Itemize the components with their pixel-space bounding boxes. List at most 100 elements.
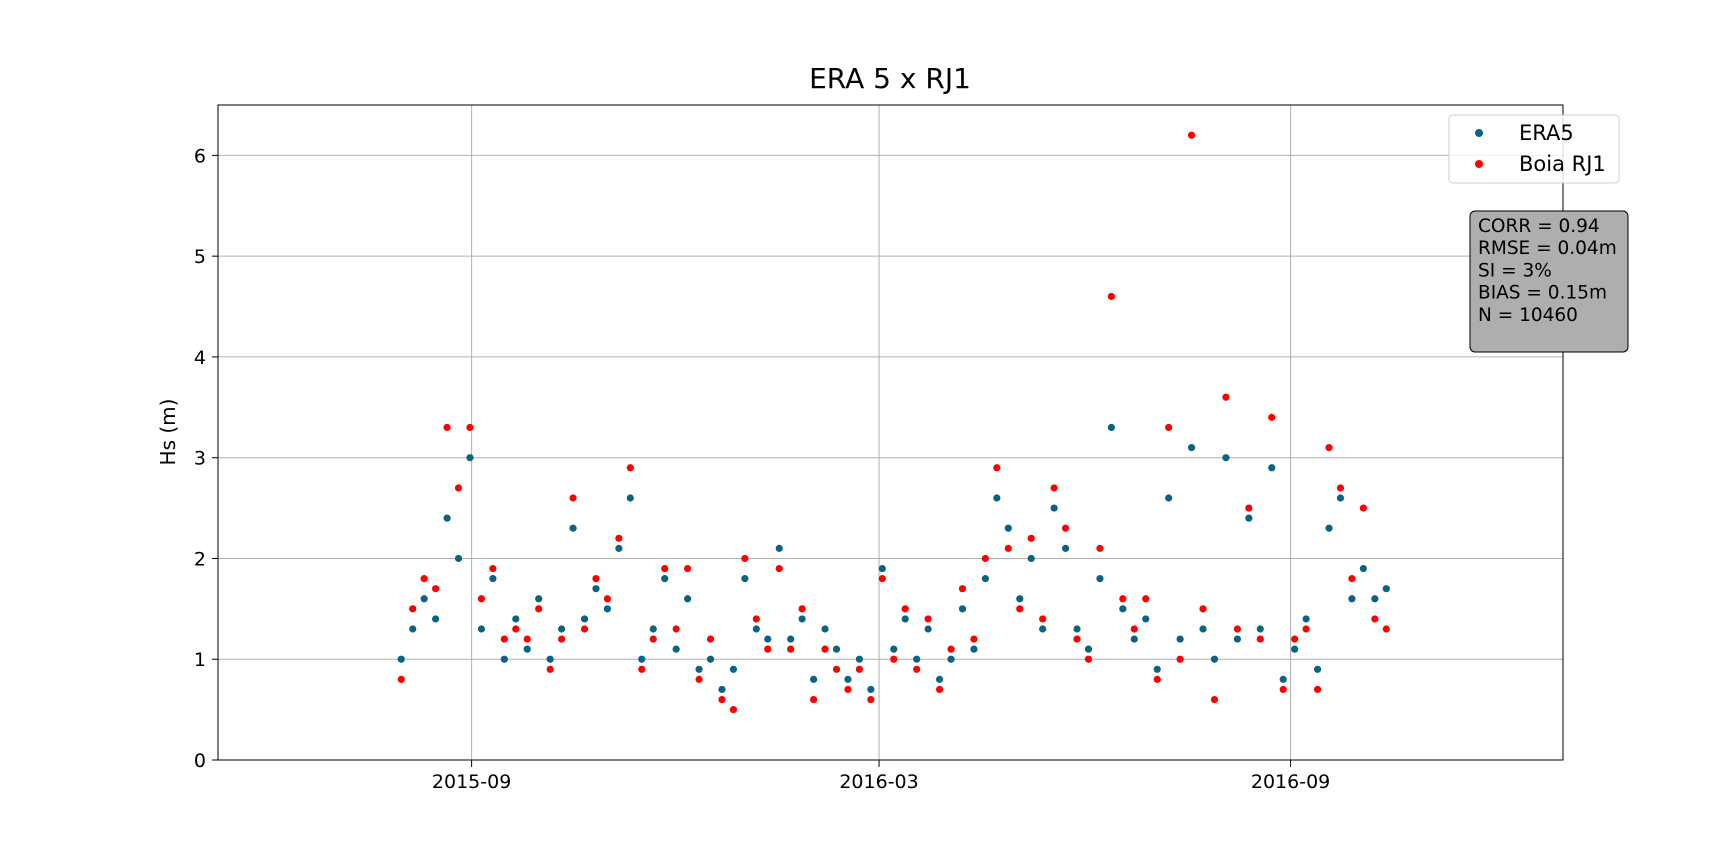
y-tick-label: 2 [194,548,206,570]
point [580,615,589,623]
point [1187,131,1196,139]
point [535,595,543,603]
plot-frame [217,104,1564,761]
stats-text: BIAS = 0.15m [1478,283,1607,304]
point [1027,554,1035,563]
point [787,645,795,653]
point [592,585,600,593]
series [397,423,1390,694]
point [1153,665,1161,673]
point [1073,635,1081,643]
point [1256,635,1264,643]
point [477,625,486,633]
point [1165,423,1173,432]
point [1245,514,1253,522]
point [1084,655,1093,663]
stats-text: N = 10460 [1478,305,1578,326]
point [432,615,440,623]
point [523,635,531,643]
point [489,564,497,573]
point [993,464,1001,472]
point [1359,504,1367,512]
point [867,695,875,704]
point [970,645,978,653]
point [512,615,520,623]
point [1210,655,1219,663]
point [787,635,795,643]
point [1107,423,1115,432]
point [1245,504,1253,512]
point [1084,645,1093,653]
legend-box [1448,114,1620,184]
point [1073,625,1081,633]
point [1256,625,1264,633]
x-tick-label: 2016-09 [1251,771,1330,793]
point [913,655,921,663]
point [397,675,405,683]
point [901,615,909,623]
point [432,585,440,593]
point [1279,675,1287,683]
chart-title: ERA 5 x RJ1 [809,62,971,95]
point [981,554,990,563]
point [729,706,738,714]
point [1130,635,1138,643]
point [1096,544,1104,552]
point [1336,484,1345,492]
point [695,665,703,673]
point [615,534,623,542]
point [500,635,508,643]
point [558,635,566,643]
point [477,595,486,603]
point [580,625,589,633]
stats-text: CORR = 0.94 [1478,216,1600,237]
point [512,625,520,633]
point [1210,695,1219,704]
point [1302,615,1310,623]
point [924,625,932,633]
y-tick-label: 1 [194,649,206,671]
point [1222,393,1230,401]
point [935,685,944,694]
point [695,675,703,683]
point [752,625,760,633]
point [832,665,841,673]
point [1119,605,1127,613]
point [1371,595,1379,603]
point [1336,494,1345,502]
legend-label: ERA5 [1519,121,1574,145]
point [1107,292,1115,301]
point [443,423,451,432]
point [1302,625,1310,633]
point [409,605,417,613]
point [844,685,852,694]
point [1004,524,1012,532]
point [626,494,634,502]
y-tick-label: 3 [194,448,206,470]
point [1050,484,1058,492]
y-tick-label: 5 [194,246,206,268]
legend-label: Boia RJ1 [1519,152,1606,176]
point [454,484,463,492]
point [672,625,680,633]
point [981,575,990,583]
point [546,665,554,673]
point [649,635,657,643]
point [935,675,944,683]
point [546,655,554,663]
point [844,675,852,683]
point [1176,635,1184,643]
point [1187,444,1196,452]
point [855,665,864,673]
point [420,595,428,603]
point [775,564,783,573]
point [523,645,531,653]
point [1279,685,1287,694]
point [809,675,818,683]
point [958,585,967,593]
point [1004,544,1012,552]
point [775,544,783,552]
point [924,615,932,623]
point [947,655,955,663]
point [1199,605,1207,613]
